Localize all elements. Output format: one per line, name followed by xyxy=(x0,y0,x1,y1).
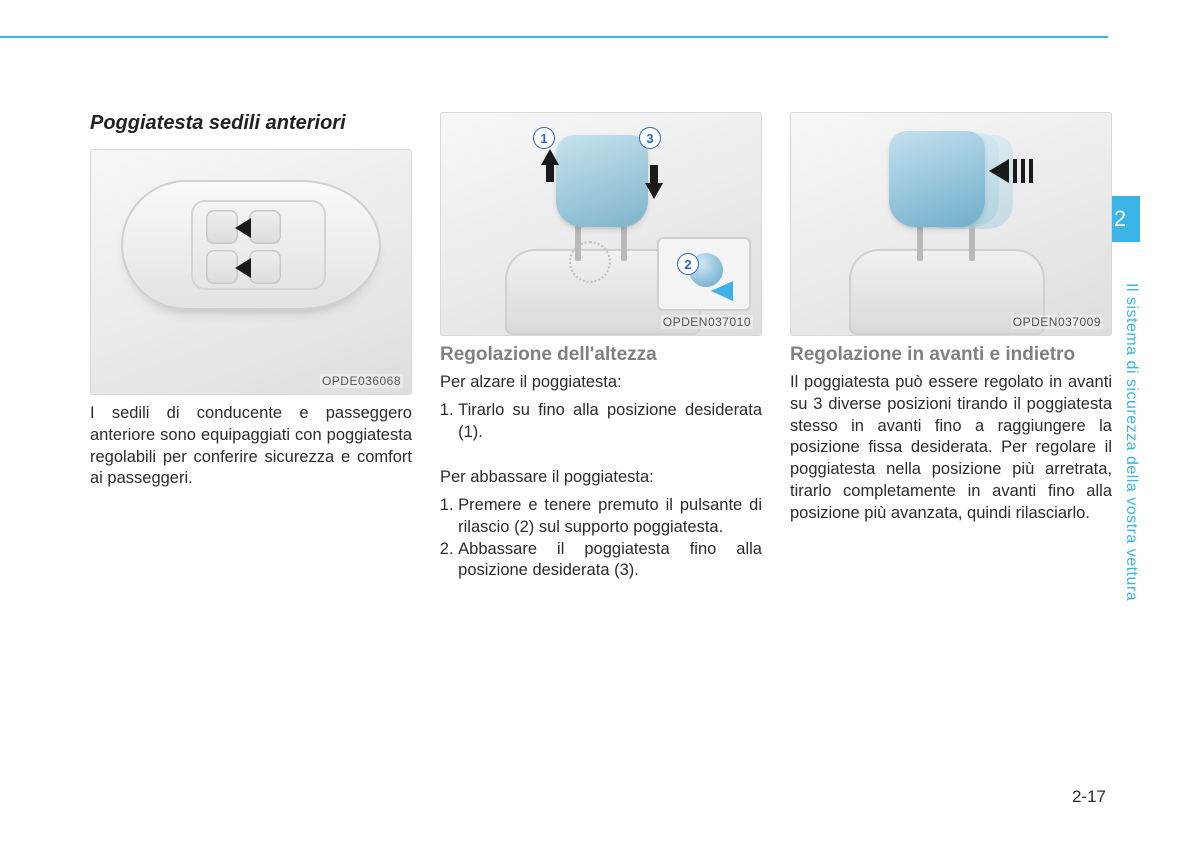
headrest-shape xyxy=(556,135,648,227)
page-content: Poggiatesta sedili anteriori OPDE036068 … xyxy=(90,112,1110,582)
detail-inset xyxy=(657,237,751,311)
arrow-up-icon xyxy=(541,149,559,165)
headrest-shape xyxy=(889,131,985,227)
intro-paragraph: I sedili di conducente e passeggero ante… xyxy=(90,403,412,490)
headrest-post xyxy=(917,225,923,261)
figure-car-topview: OPDE036068 xyxy=(90,149,412,395)
callout-badge-1: 1 xyxy=(533,127,555,149)
arrow-left-icon xyxy=(235,218,251,238)
subtitle-fore-aft: Regolazione in avanti e indietro xyxy=(790,344,1112,366)
raise-step-1: Tirarlo su fino alla posizione desiderat… xyxy=(458,400,762,444)
callout-circle xyxy=(569,241,611,283)
position-bars-icon xyxy=(1013,159,1033,183)
headrest-post xyxy=(621,225,627,261)
arrow-left-icon xyxy=(235,258,251,278)
page-number: 2-17 xyxy=(1072,787,1106,807)
lower-intro: Per abbassare il poggiatesta: xyxy=(440,467,762,489)
figure-code: OPDE036068 xyxy=(320,374,403,388)
column-1: Poggiatesta sedili anteriori OPDE036068 … xyxy=(90,112,412,582)
arrow-down-icon xyxy=(645,183,663,199)
chapter-number: 2 xyxy=(1114,206,1126,232)
seat-icon xyxy=(206,210,238,244)
figure-code: OPDEN037010 xyxy=(661,315,753,329)
section-title: Poggiatesta sedili anteriori xyxy=(90,112,412,135)
figure-fore-aft-adjust: OPDEN037009 xyxy=(790,112,1112,336)
figure-code: OPDEN037009 xyxy=(1011,315,1103,329)
seat-icon xyxy=(206,250,238,284)
column-2: 1 3 2 OPDEN037010 Regolazione dell'altez… xyxy=(440,112,762,582)
arrow-press-icon xyxy=(711,281,733,301)
lower-step-2: Abbassare il poggiatesta fino alla posiz… xyxy=(458,539,762,583)
subtitle-height: Regolazione dell'altezza xyxy=(440,344,762,366)
raise-steps: Tirarlo su fino alla posizione desiderat… xyxy=(440,400,762,444)
arrow-left-icon xyxy=(989,159,1009,183)
top-accent-rule xyxy=(0,36,1108,38)
fore-aft-paragraph: Il poggiatesta può essere regolato in av… xyxy=(790,372,1112,524)
callout-badge-3: 3 xyxy=(639,127,661,149)
lower-steps: Premere e tenere premuto il pulsante di … xyxy=(440,495,762,582)
seat-icon xyxy=(249,250,281,284)
figure-height-adjust: 1 3 2 OPDEN037010 xyxy=(440,112,762,336)
car-outline xyxy=(121,180,381,310)
spacer xyxy=(440,443,762,461)
seat-icon xyxy=(249,210,281,244)
raise-intro: Per alzare il poggiatesta: xyxy=(440,372,762,394)
column-3: OPDEN037009 Regolazione in avanti e indi… xyxy=(790,112,1112,582)
callout-badge-2: 2 xyxy=(677,253,699,275)
headrest-post xyxy=(969,225,975,261)
lower-step-1: Premere e tenere premuto il pulsante di … xyxy=(458,495,762,539)
